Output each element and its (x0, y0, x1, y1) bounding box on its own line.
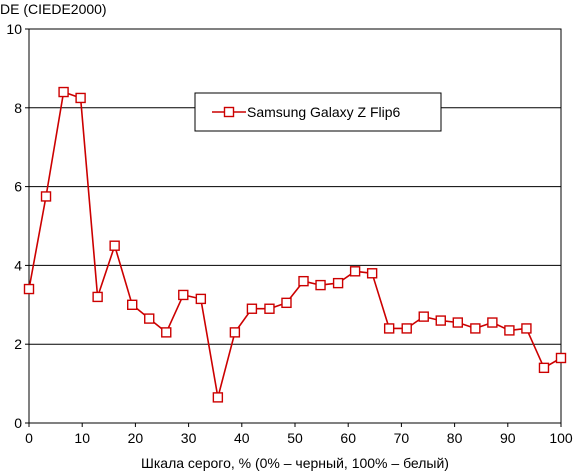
plot-area-frame (28, 28, 562, 424)
data-point-marker (521, 323, 532, 334)
data-point-marker (144, 313, 155, 324)
data-point-marker (58, 86, 69, 98)
y-tick-label: 10 (6, 21, 22, 37)
data-point-marker (418, 311, 429, 322)
data-point-marker (470, 323, 481, 334)
x-tick-label: 80 (447, 430, 463, 446)
x-tick-label: 70 (394, 430, 410, 446)
y-axis-title: DE (CIEDE2000) (0, 1, 107, 17)
legend-series-marker (223, 106, 235, 118)
x-axis-title: Шкала серого, % (0% – черный, 100% – бел… (141, 455, 449, 471)
data-point-marker (23, 283, 35, 295)
x-tick-label: 100 (549, 430, 573, 446)
data-point-marker (264, 303, 275, 314)
data-point-marker (161, 327, 172, 338)
x-tick-label: 90 (500, 430, 516, 446)
legend: Samsung Galaxy Z Flip6 (194, 92, 442, 132)
data-point-marker (332, 277, 344, 289)
data-point-marker (487, 317, 498, 328)
y-tick-label: 2 (14, 336, 22, 352)
data-point-marker (92, 291, 103, 303)
data-point-marker (349, 266, 361, 277)
x-tick-label: 30 (181, 430, 197, 446)
data-point-marker (40, 191, 52, 202)
y-tick-label: 8 (14, 100, 22, 116)
data-point-marker (401, 323, 412, 334)
data-point-marker (298, 275, 309, 287)
x-tick-label: 20 (128, 430, 144, 446)
data-point-marker (246, 303, 258, 314)
y-axis-ticks: 0 2 4 6 8 10 (6, 21, 29, 431)
series-line (28, 91, 562, 399)
data-point-marker (127, 299, 138, 310)
x-axis-ticks: 0 10 20 30 40 50 60 70 80 90 100 (25, 423, 573, 446)
data-point-marker (452, 317, 463, 328)
x-tick-label: 10 (74, 430, 90, 446)
data-point-marker (229, 327, 241, 338)
data-point-marker (75, 92, 86, 104)
legend-series-name: Samsung Galaxy Z Flip6 (247, 104, 400, 120)
data-point-marker (435, 315, 446, 326)
data-point-marker (315, 279, 326, 291)
data-point-marker (366, 268, 378, 279)
series-layer (23, 86, 567, 403)
x-tick-label: 60 (340, 430, 356, 446)
data-point-marker (178, 289, 189, 301)
x-tick-label: 50 (287, 430, 303, 446)
y-tick-label: 0 (14, 415, 22, 431)
data-point-marker (383, 323, 395, 334)
data-point-marker (504, 325, 515, 336)
x-tick-label: 0 (25, 430, 33, 446)
data-point-marker (109, 240, 120, 251)
data-point-marker (281, 297, 292, 309)
y-tick-label: 6 (14, 179, 22, 195)
y-tick-label: 4 (14, 257, 22, 273)
data-point-marker (195, 293, 207, 305)
grid-lines (29, 107, 561, 345)
x-tick-label: 40 (234, 430, 250, 446)
data-point-marker (538, 362, 550, 374)
data-point-marker (555, 352, 567, 364)
data-point-marker (212, 392, 224, 403)
